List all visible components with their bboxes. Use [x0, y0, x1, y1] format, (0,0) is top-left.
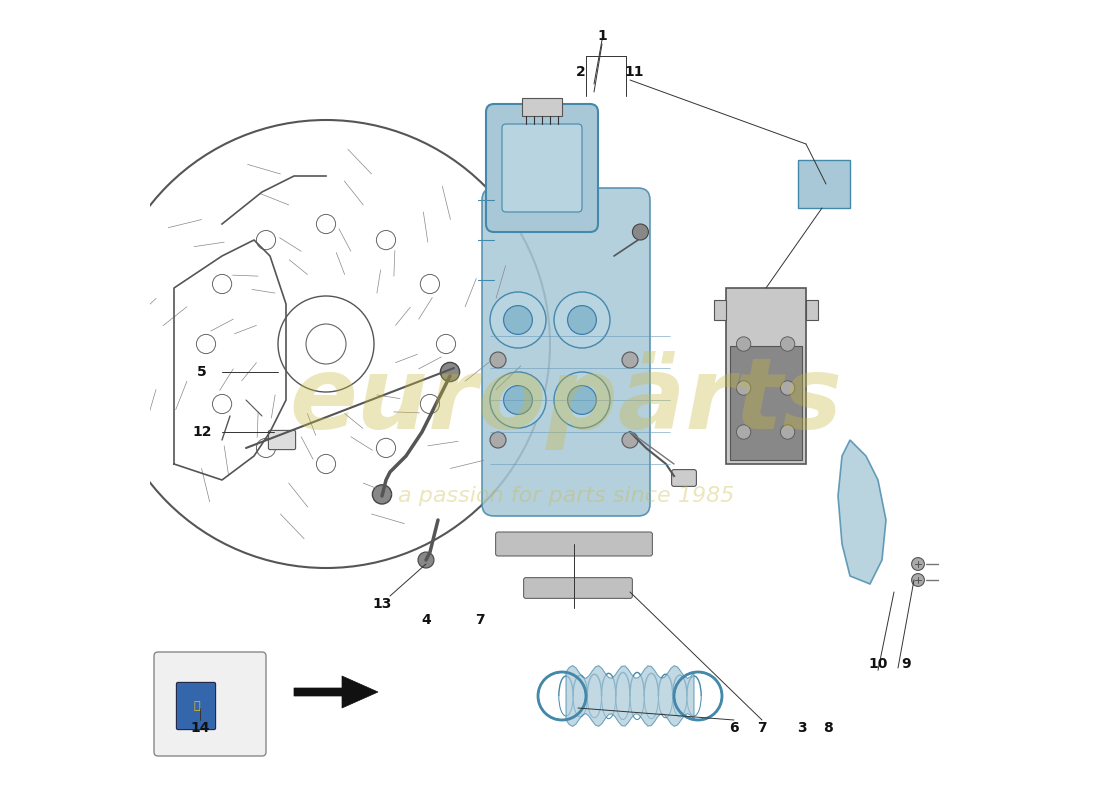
- Circle shape: [554, 372, 610, 428]
- Bar: [714, 300, 726, 320]
- Circle shape: [373, 485, 392, 504]
- Text: europärts: europärts: [289, 350, 843, 450]
- Circle shape: [736, 425, 751, 439]
- Text: 3: 3: [798, 721, 806, 735]
- FancyBboxPatch shape: [798, 160, 850, 208]
- FancyBboxPatch shape: [730, 346, 802, 460]
- Circle shape: [780, 381, 795, 395]
- Text: 9: 9: [901, 657, 911, 671]
- Text: 4: 4: [421, 613, 431, 627]
- Circle shape: [780, 337, 795, 351]
- FancyBboxPatch shape: [486, 104, 598, 232]
- FancyBboxPatch shape: [496, 532, 652, 556]
- FancyBboxPatch shape: [524, 578, 632, 598]
- Text: 11: 11: [625, 65, 644, 79]
- FancyBboxPatch shape: [482, 188, 650, 516]
- FancyBboxPatch shape: [726, 288, 806, 464]
- Text: 13: 13: [372, 597, 392, 611]
- Circle shape: [632, 224, 648, 240]
- Circle shape: [736, 337, 751, 351]
- Polygon shape: [566, 666, 694, 726]
- Text: 2: 2: [575, 65, 585, 79]
- FancyBboxPatch shape: [154, 652, 266, 756]
- Circle shape: [568, 386, 596, 414]
- FancyBboxPatch shape: [176, 682, 216, 730]
- Circle shape: [621, 432, 638, 448]
- Circle shape: [912, 574, 924, 586]
- Text: 5: 5: [197, 365, 207, 379]
- Circle shape: [504, 386, 532, 414]
- Text: 1: 1: [597, 29, 607, 43]
- Circle shape: [490, 292, 546, 348]
- Text: 10: 10: [868, 657, 888, 671]
- FancyBboxPatch shape: [502, 124, 582, 212]
- Text: 8: 8: [824, 721, 834, 735]
- Circle shape: [621, 352, 638, 368]
- FancyBboxPatch shape: [268, 430, 296, 450]
- Circle shape: [568, 306, 596, 334]
- Circle shape: [504, 306, 532, 334]
- FancyBboxPatch shape: [672, 470, 696, 486]
- Polygon shape: [838, 440, 886, 584]
- Text: a passion for parts since 1985: a passion for parts since 1985: [398, 486, 734, 506]
- Circle shape: [440, 362, 460, 382]
- Circle shape: [736, 381, 751, 395]
- Circle shape: [418, 552, 434, 568]
- Text: 7: 7: [757, 721, 767, 735]
- Polygon shape: [294, 676, 378, 708]
- Text: 12: 12: [192, 425, 211, 439]
- Circle shape: [780, 425, 795, 439]
- Text: 🐎: 🐎: [194, 702, 200, 711]
- Circle shape: [912, 558, 924, 570]
- Circle shape: [490, 432, 506, 448]
- Text: 7: 7: [475, 613, 485, 627]
- Text: 6: 6: [729, 721, 739, 735]
- Circle shape: [490, 372, 546, 428]
- Text: 14: 14: [190, 721, 210, 735]
- Circle shape: [490, 352, 506, 368]
- Bar: [806, 300, 818, 320]
- Circle shape: [554, 292, 610, 348]
- Bar: [522, 98, 562, 116]
